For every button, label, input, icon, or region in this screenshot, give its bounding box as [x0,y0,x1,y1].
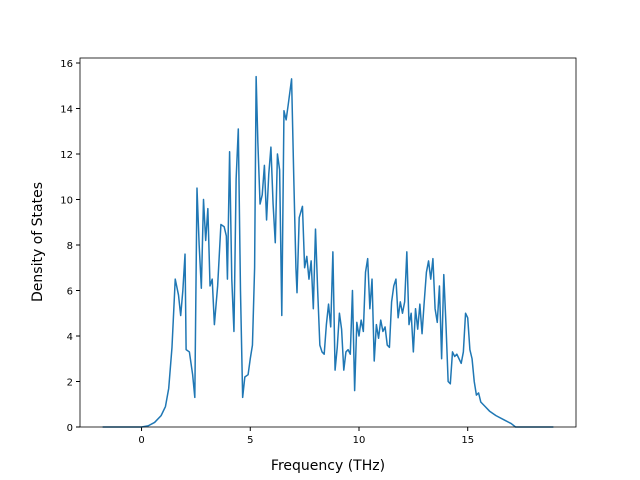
y-axis-label: Density of States [30,182,46,302]
x-tick-label: 0 [138,435,144,446]
y-tick-label: 14 [60,105,73,116]
y-tick-label: 12 [60,150,73,161]
y-tick-label: 8 [67,241,73,252]
line [102,75,554,428]
plot-frame [79,57,577,428]
y-tick-label: 4 [67,332,73,343]
x-tick-label: 10 [353,435,366,446]
y-tick-label: 0 [67,423,73,434]
x-axis-label: Frequency (THz) [271,458,385,474]
x-tick-label: 15 [461,435,474,446]
y-tick-label: 16 [60,59,73,70]
x-tick-label: 5 [247,435,253,446]
y-tick-label: 2 [67,378,73,389]
y-tick-label: 10 [60,196,73,207]
y-tick-label: 6 [67,287,73,298]
